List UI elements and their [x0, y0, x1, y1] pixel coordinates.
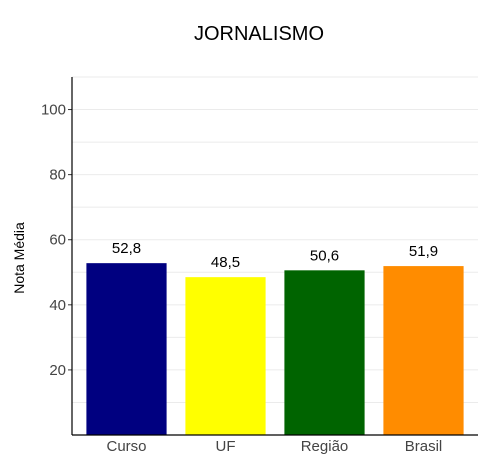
bars	[86, 263, 464, 435]
chart-title: JORNALISMO	[194, 23, 324, 45]
y-tick-label: 40	[49, 297, 66, 314]
y-tick-label: 80	[49, 167, 66, 184]
bar-regiao	[284, 270, 365, 435]
x-categories: Curso UF Região Brasil	[106, 438, 442, 455]
data-labels: 52,8 48,5 50,6 51,9	[112, 240, 438, 271]
y-tick-label: 100	[41, 102, 66, 119]
x-tick-label: UF	[216, 438, 236, 455]
data-label: 52,8	[112, 240, 141, 257]
y-ticks: 20 40 60 80 100	[41, 102, 72, 379]
bar-curso	[86, 263, 167, 435]
y-tick-label: 60	[49, 232, 66, 249]
y-axis-label: Nota Média	[11, 222, 27, 294]
y-tick-label: 20	[49, 362, 66, 379]
x-tick-label: Região	[301, 438, 349, 455]
bar-brasil	[383, 266, 464, 435]
data-label: 50,6	[310, 247, 339, 264]
x-tick-label: Curso	[106, 438, 146, 455]
x-tick-label: Brasil	[405, 438, 443, 455]
data-label: 51,9	[409, 243, 438, 260]
data-label: 48,5	[211, 254, 240, 271]
bar-uf	[185, 277, 266, 435]
